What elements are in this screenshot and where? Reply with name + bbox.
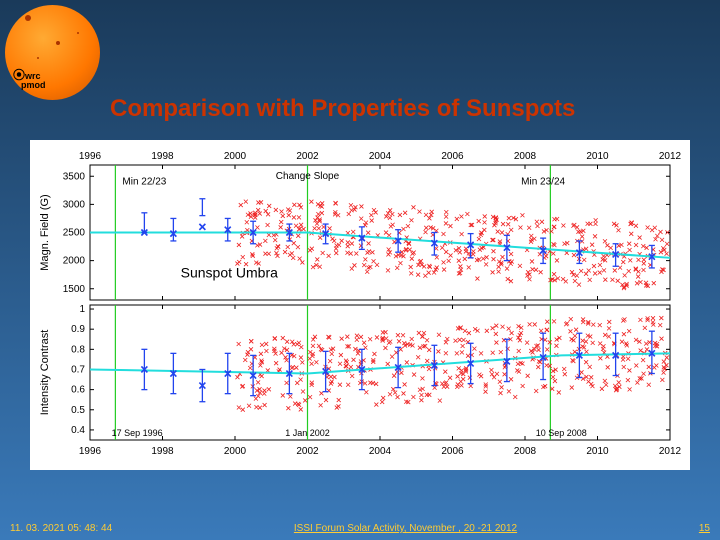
svg-text:2006: 2006 [441, 151, 464, 162]
svg-text:Min 22/23: Min 22/23 [122, 177, 166, 188]
sunspot-chart: 1500 2000 2500 3000 3500 Magn. Field (G) Min 2… [30, 140, 690, 470]
svg-text:17 Sep 1996: 17 Sep 1996 [112, 428, 163, 438]
svg-text:3500: 3500 [63, 171, 86, 182]
svg-text:2004: 2004 [369, 446, 392, 457]
svg-text:1998: 1998 [151, 151, 174, 162]
svg-text:Intensity Contrast: Intensity Contrast [39, 330, 51, 416]
svg-text:2002: 2002 [296, 446, 319, 457]
svg-text:1: 1 [79, 304, 85, 315]
svg-text:0.8: 0.8 [71, 344, 85, 355]
svg-text:Magn. Field (G): Magn. Field (G) [39, 194, 51, 270]
svg-text:10 Sep 2008: 10 Sep 2008 [536, 428, 587, 438]
svg-text:1998: 1998 [151, 446, 174, 457]
svg-text:1500: 1500 [63, 284, 86, 295]
svg-text:0.9: 0.9 [71, 324, 85, 335]
svg-text:0.7: 0.7 [71, 364, 85, 375]
svg-text:2000: 2000 [224, 446, 247, 457]
svg-text:2004: 2004 [369, 151, 392, 162]
footer-timestamp: 11. 03. 2021 05: 48: 44 [10, 523, 112, 534]
svg-text:2012: 2012 [659, 151, 682, 162]
svg-text:Min 23/24: Min 23/24 [521, 177, 565, 188]
svg-text:2010: 2010 [586, 151, 609, 162]
slide-title: Comparison with Properties of Sunspots [110, 95, 575, 123]
sun-logo: ⦿wrc pmod [5, 5, 100, 100]
svg-text:2500: 2500 [63, 228, 86, 239]
svg-text:0.4: 0.4 [71, 425, 85, 436]
svg-text:2010: 2010 [586, 446, 609, 457]
svg-text:3000: 3000 [63, 199, 86, 210]
svg-text:Sunspot Umbra: Sunspot Umbra [181, 265, 278, 281]
svg-text:0.5: 0.5 [71, 405, 85, 416]
svg-text:2008: 2008 [514, 446, 537, 457]
svg-text:2012: 2012 [659, 446, 682, 457]
svg-text:1996: 1996 [79, 446, 102, 457]
chart-area: 1500 2000 2500 3000 3500 Magn. Field (G) Min 2… [30, 140, 690, 470]
logo-text: ⦿wrc pmod [13, 71, 46, 90]
footer-center: ISSI Forum Solar Activity, November , 20… [294, 523, 517, 534]
svg-text:2000: 2000 [224, 151, 247, 162]
svg-text:0.6: 0.6 [71, 385, 85, 396]
svg-text:1 Jan 2002: 1 Jan 2002 [285, 428, 330, 438]
footer-page: 15 [699, 523, 710, 534]
svg-text:2000: 2000 [63, 256, 86, 267]
footer: 11. 03. 2021 05: 48: 44 ISSI Forum Solar… [0, 523, 720, 534]
svg-text:2008: 2008 [514, 151, 537, 162]
svg-text:1996: 1996 [79, 151, 102, 162]
svg-text:2002: 2002 [296, 151, 319, 162]
svg-text:Change Slope: Change Slope [276, 171, 340, 182]
svg-text:2006: 2006 [441, 446, 464, 457]
